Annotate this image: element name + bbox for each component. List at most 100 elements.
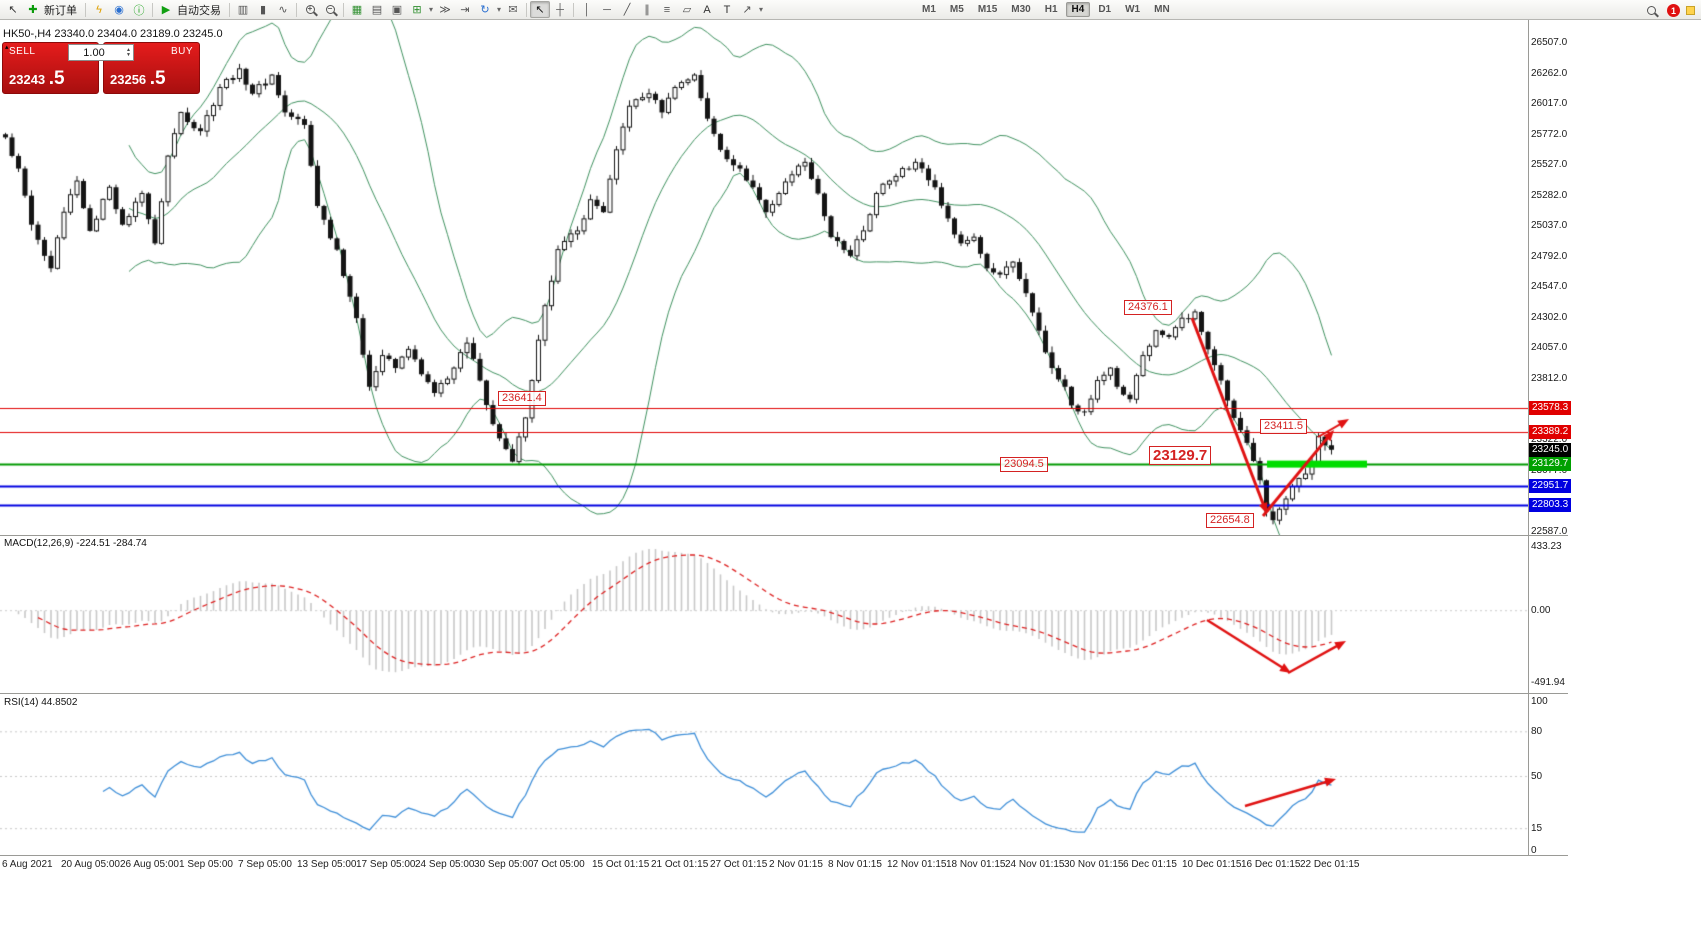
timeframe-d1[interactable]: D1	[1098, 4, 1112, 15]
auto-scroll-icon[interactable]: ≫	[439, 4, 451, 16]
rsi-scale-label: 15	[1531, 822, 1543, 834]
timeframe-m15[interactable]: M15	[977, 4, 998, 15]
vertical-line-icon[interactable]: │	[583, 3, 591, 16]
macd-label: MACD(12,26,9) -224.51 -284.74	[4, 538, 147, 549]
refresh-caret-icon[interactable]: ▾	[496, 5, 501, 14]
price-scale-label: 26507.0	[1531, 37, 1568, 48]
candlestick-icon[interactable]: ▮	[259, 4, 267, 16]
macd-panel-separator[interactable]	[0, 535, 1568, 536]
volume-input[interactable]	[69, 46, 119, 59]
time-axis-label: 16 Dec 01:15	[1241, 859, 1301, 870]
toolbar-separator	[152, 2, 153, 17]
time-axis-label: 13 Sep 05:00	[297, 859, 357, 870]
autotrade-button[interactable]: ▶	[161, 4, 171, 16]
new-order-button[interactable]: ✚	[28, 4, 38, 16]
add-chart-caret-icon[interactable]: ▾	[428, 5, 433, 14]
timeframe-h4[interactable]: H4	[1065, 2, 1091, 17]
price-scale-badge: 23129.7	[1529, 457, 1572, 472]
arrows-caret-icon[interactable]: ▾	[758, 5, 763, 14]
toolbar-left-icons: ↖ ✚ 新订单 ϟ ◉ ⓘ ▶ 自动交易 ▥ ▮ ∿ + − ▦ ▤ ▣ ⊞ ▾ ≫ ⇥ ↻ ▾ ✉ ↖ ┼ │ ─ ╱ ∥ ≡ ▱ A T ↗ ▾	[3, 1, 915, 18]
price-scale-label: 23812.0	[1531, 373, 1568, 385]
time-axis-label: 12 Nov 01:15	[887, 859, 947, 870]
text-icon[interactable]: A	[703, 3, 711, 16]
cursor-icon[interactable]: ↖	[8, 4, 18, 16]
time-axis-separator	[0, 855, 1568, 856]
rsi-panel-separator[interactable]	[0, 693, 1568, 694]
time-axis-label: 18 Nov 01:15	[946, 859, 1006, 870]
price-scale-label: 26262.0	[1531, 67, 1568, 79]
collapse-trade-panel-icon[interactable]: ▴	[5, 44, 9, 51]
rsi-scale-label: 100	[1531, 696, 1548, 707]
timeframe-m1[interactable]: M1	[922, 4, 936, 15]
price-scale-badge: 23578.3	[1529, 401, 1572, 416]
chart-ohlc-title: HK50-,H4 23340.0 23404.0 23189.0 23245.0	[3, 28, 223, 40]
time-axis-label: 26 Aug 05:00	[120, 859, 179, 870]
crosshair-icon[interactable]: ┼	[556, 3, 564, 16]
arrows-tool-icon[interactable]: ↗	[742, 4, 752, 16]
window-icon[interactable]	[1686, 6, 1695, 15]
tile-windows-icon[interactable]: ▦	[351, 4, 363, 16]
timeframe-buttons: M1 M5 M15 M30 H1 H4 D1 W1 MN	[915, 2, 1177, 17]
new-order-button-label[interactable]: 新订单	[44, 4, 77, 17]
chart-window: HK50-,H4 23340.0 23404.0 23189.0 23245.0…	[0, 20, 1701, 943]
price-scale-separator	[1528, 20, 1529, 855]
lightning-icon[interactable]: ϟ	[96, 3, 102, 16]
rsi-scale-label: 0	[1531, 845, 1537, 856]
time-axis-label: 6 Aug 2021	[2, 859, 53, 870]
price-annotation[interactable]: 24376.1	[1124, 300, 1172, 315]
one-click-trading-panel: SELL 23243 .5 BUY 23256 .5 ▲▼ ▴	[2, 42, 200, 94]
price-annotation[interactable]: 22654.8	[1206, 513, 1254, 528]
horizontal-line-icon[interactable]: ─	[603, 3, 611, 16]
timeframe-mn[interactable]: MN	[1154, 4, 1170, 15]
chart-shift-icon[interactable]: ⇥	[460, 4, 470, 16]
arrange-windows-icon[interactable]: ▣	[391, 4, 403, 16]
bar-chart-icon[interactable]: ▥	[237, 4, 249, 16]
price-scale-label: 24057.0	[1531, 342, 1568, 354]
price-scale-label: 25772.0	[1531, 128, 1568, 140]
pointer-icon[interactable]: ↖	[530, 1, 550, 18]
price-scale-label: 24792.0	[1531, 250, 1568, 262]
volume-spinner[interactable]: ▲ ▼	[126, 46, 131, 58]
timeframe-m30[interactable]: M30	[1011, 4, 1031, 15]
news-icon[interactable]: ⓘ	[133, 4, 145, 17]
timeframe-m5[interactable]: M5	[949, 4, 964, 15]
toolbar: ↖ ✚ 新订单 ϟ ◉ ⓘ ▶ 自动交易 ▥ ▮ ∿ + − ▦ ▤ ▣ ⊞ ▾ ≫ ⇥ ↻ ▾ ✉ ↖ ┼ │ ─ ╱ ∥ ≡ ▱ A T ↗ ▾…	[0, 0, 1701, 20]
price-scale-badge: 22951.7	[1529, 479, 1572, 494]
price-scale-label: 25282.0	[1531, 189, 1568, 201]
timeframe-w1[interactable]: W1	[1125, 4, 1141, 15]
fibonacci-icon[interactable]: ≡	[663, 3, 671, 16]
time-axis-label: 20 Aug 05:00	[61, 859, 120, 870]
text-label-icon[interactable]: T	[723, 3, 731, 16]
macd-scale-label: 433.23	[1531, 541, 1562, 552]
trendline-icon[interactable]: ╱	[623, 4, 631, 16]
time-axis-label: 27 Oct 01:15	[710, 859, 768, 870]
zoom-in-icon[interactable]: +	[300, 1, 320, 18]
time-axis-label: 1 Sep 05:00	[179, 859, 233, 870]
toolbar-right-icons: 1	[1641, 2, 1695, 19]
line-chart-icon[interactable]: ∿	[278, 4, 288, 16]
add-chart-icon[interactable]: ⊞	[412, 4, 422, 16]
refresh-icon[interactable]: ↻	[480, 4, 490, 16]
toolbar-separator	[296, 2, 297, 17]
mail-icon[interactable]: ✉	[508, 4, 518, 16]
zoom-out-icon[interactable]: −	[320, 1, 340, 18]
search-icon[interactable]	[1641, 2, 1661, 19]
autotrade-button-label[interactable]: 自动交易	[177, 4, 221, 17]
timeframe-h1[interactable]: H1	[1044, 4, 1058, 15]
price-chart-canvas[interactable]	[0, 20, 1528, 535]
channel-icon[interactable]: ∥	[644, 4, 650, 16]
rsi-indicator-canvas[interactable]	[0, 694, 1528, 855]
price-annotation[interactable]: 23129.7	[1149, 446, 1212, 465]
shapes-icon[interactable]: ▱	[682, 4, 692, 16]
cascade-windows-icon[interactable]: ▤	[371, 4, 383, 16]
time-axis-label: 22 Dec 01:15	[1300, 859, 1360, 870]
sell-label: SELL	[9, 46, 36, 57]
macd-indicator-canvas[interactable]	[0, 536, 1528, 693]
price-annotation[interactable]: 23094.5	[1000, 457, 1048, 472]
price-annotation[interactable]: 23641.4	[498, 391, 546, 406]
rsi-scale-label: 80	[1531, 725, 1543, 737]
toolbar-separator	[85, 2, 86, 17]
market-depth-icon[interactable]: ◉	[114, 4, 124, 16]
notification-badge[interactable]: 1	[1667, 4, 1680, 17]
price-annotation[interactable]: 23411.5	[1260, 419, 1307, 434]
